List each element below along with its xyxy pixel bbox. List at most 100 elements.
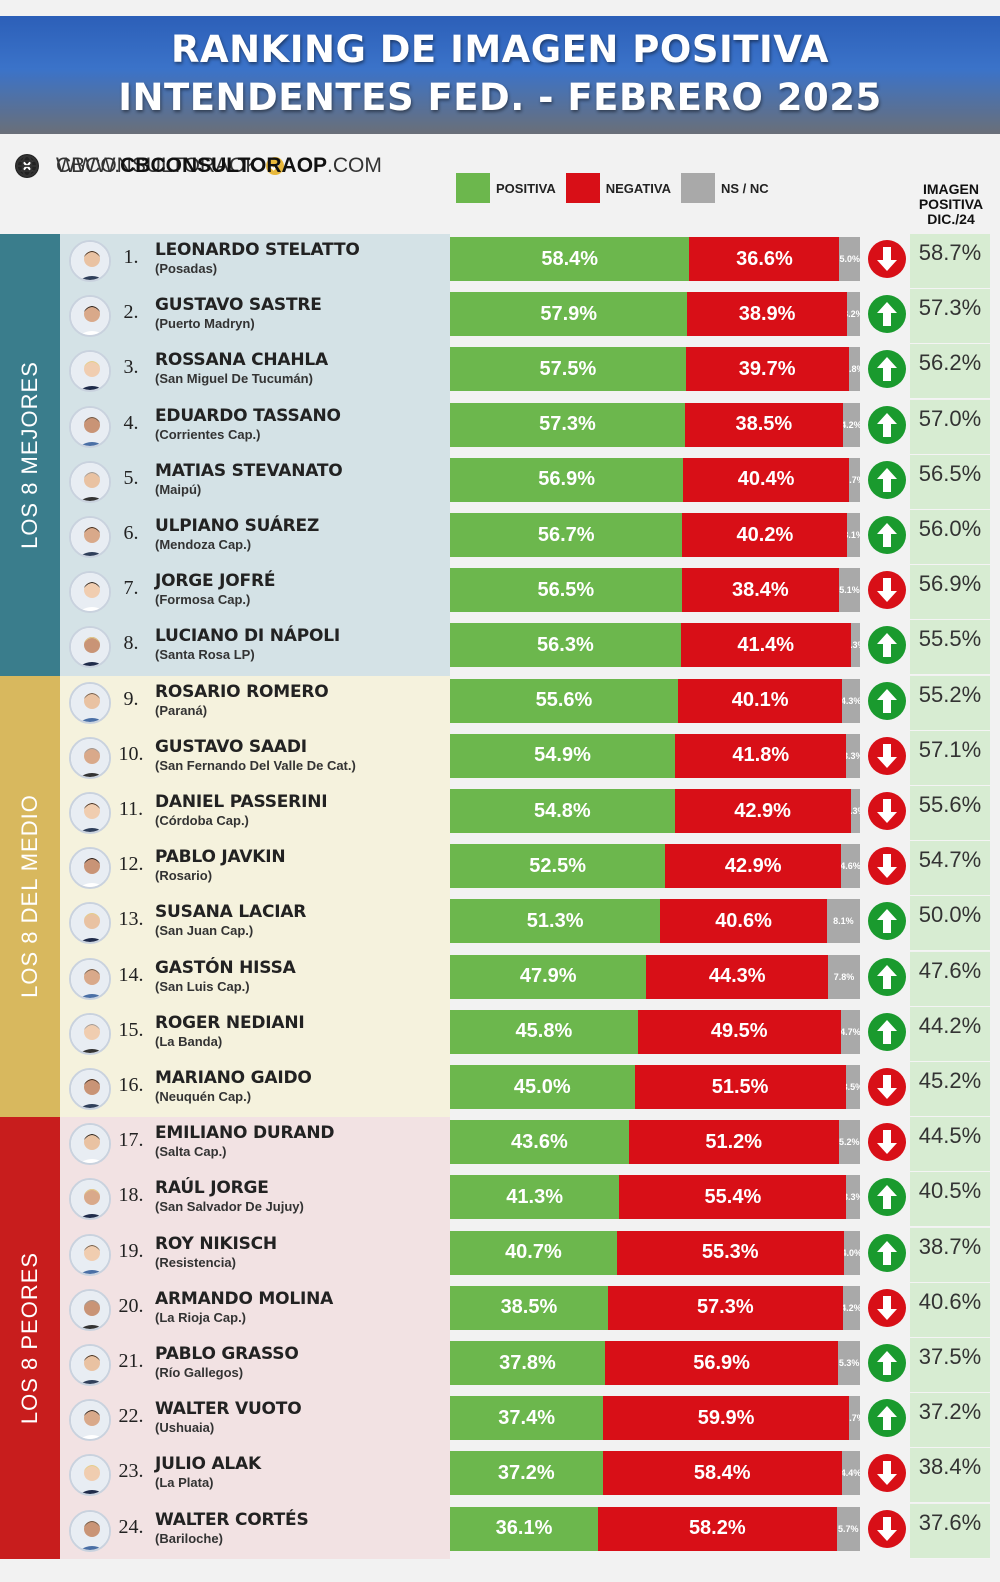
- bar-segment-positiva: 56.3%: [450, 623, 681, 668]
- mayor-city: (Rosario): [155, 868, 213, 884]
- bar-segment-positiva: 43.6%: [450, 1120, 629, 1165]
- legend-label-negativa: NEGATIVA: [605, 180, 671, 196]
- avatar: [69, 240, 111, 282]
- stacked-bar: 58.4% 36.6% 5.0%: [450, 237, 860, 281]
- bar-segment-positiva: 45.0%: [450, 1065, 635, 1109]
- table-row: 11. DANIEL PASSERINI (Córdoba Cap.) 54.8% 42…: [0, 786, 1000, 841]
- social-handle[interactable]: CBCONSULTORAOK: [56, 154, 260, 177]
- bar-segment-ns: 5.2%: [838, 1120, 860, 1165]
- bar-segment-ns: 3.5%: [845, 1065, 860, 1109]
- rank-number: 17.: [118, 1129, 144, 1152]
- bar-segment-ns: 3.3%: [846, 1175, 860, 1220]
- bar-segment-positiva: 37.2%: [450, 1451, 603, 1496]
- stacked-bar: 45.0%51.5%3.5%: [450, 1065, 860, 1109]
- mayor-name: JULIO ALAK: [155, 1454, 261, 1475]
- arrow-down-icon: [867, 736, 907, 776]
- avatar: [69, 1178, 111, 1221]
- mayor-city: (San Salvador De Jujuy): [155, 1199, 304, 1215]
- bar-segment-ns: 5.3%: [838, 1341, 860, 1385]
- mayor-name: WALTER VUOTO: [155, 1399, 302, 1420]
- stacked-bar: 56.5% 38.4% 5.1%: [450, 568, 860, 613]
- mayor-city: (Puerto Madryn): [155, 316, 255, 332]
- bar-segment-ns: 4.2%: [842, 1285, 860, 1330]
- bar-segment-negativa: 40.4%: [683, 457, 849, 502]
- stacked-bar: 57.9%38.9%3.2%: [450, 292, 860, 337]
- avatar: [69, 736, 111, 779]
- mayor-name: SUSANA LACIAR: [155, 902, 307, 923]
- arrow-up-icon: [867, 1343, 907, 1383]
- arrow-down-icon: [867, 1288, 907, 1328]
- mayor-name: WALTER CORTÉS: [155, 1509, 309, 1530]
- bar-segment-negativa: 41.4%: [680, 623, 851, 668]
- avatar: [69, 1288, 111, 1331]
- bar-segment-negativa: 38.9%: [687, 292, 847, 337]
- bar-segment-ns: 2.7%: [848, 457, 860, 502]
- stacked-bar: 52.5% 42.9% 4.6%: [450, 844, 860, 889]
- table-row: 23. JULIO ALAK (La Plata) 37.2% 58.4% 4.4% 38.…: [0, 1448, 1000, 1504]
- bar-segment-negativa: 40.1%: [677, 678, 843, 723]
- table-row: 19. ROY NIKISCH (Resistencia) 40.7% 55.3% 4.0…: [0, 1227, 1000, 1283]
- table-row: 15. ROGER NEDIANI (La Banda) 45.8% 49.5% 4.7%…: [0, 1006, 1000, 1062]
- table-row: 18. RAÚL JORGE (San Salvador De Jujuy) 41.3…: [0, 1172, 1000, 1228]
- prev-header-line-3: DIC./24: [927, 211, 975, 227]
- bar-segment-ns: 4.6%: [841, 844, 860, 889]
- mayor-city: (La Banda): [155, 1033, 223, 1049]
- website-link[interactable]: WWW.CBCONSULTORAOP.COM: [56, 154, 382, 177]
- bar-segment-negativa: 56.9%: [604, 1341, 839, 1385]
- arrow-up-icon: [867, 294, 907, 334]
- group-background: [60, 675, 450, 1118]
- previous-positive-value: 56.2%: [910, 344, 990, 400]
- table-row: 3. ROSSANA CHAHLA (San Miguel De Tucumán) 5…: [0, 344, 1000, 400]
- previous-positive-value: 40.5%: [910, 1172, 990, 1228]
- table-row: 4. EDUARDO TASSANO (Corrientes Cap.) 57.3% 3…: [0, 399, 1000, 455]
- stacked-bar: 37.2% 58.4% 4.4%: [450, 1451, 860, 1496]
- mayor-name: ROSSANA CHAHLA: [155, 350, 329, 371]
- table-row: 14. GASTÓN HISSA (San Luis Cap.) 47.9% 44.3%…: [0, 951, 1000, 1007]
- stacked-bar: 37.8% 56.9% 5.3%: [450, 1341, 860, 1385]
- table-row: 2. GUSTAVO SASTRE (Puerto Madryn) 57.9% 38.9…: [0, 289, 1000, 345]
- mayor-name: GASTÓN HISSA: [155, 957, 296, 978]
- mayor-name: JORGE JOFRÉ: [155, 571, 276, 592]
- mayor-city: (San Luis Cap.): [155, 978, 250, 994]
- previous-positive-value: 50.0%: [910, 896, 990, 952]
- table-row: 13. SUSANA LACIAR (San Juan Cap.) 51.3% 40.6…: [0, 896, 1000, 952]
- bar-segment-ns: 2.3%: [850, 789, 860, 833]
- legend-label-positiva: POSITIVA: [496, 180, 556, 196]
- mayor-city: (Resistencia): [155, 1254, 236, 1270]
- mayor-city: (Posadas): [155, 261, 218, 276]
- group-background: [60, 234, 450, 676]
- stacked-bar: 41.3%55.4%3.3%: [450, 1175, 860, 1220]
- arrow-up-icon: [867, 1398, 907, 1438]
- avatar: [69, 957, 111, 1000]
- bar-segment-ns: 4.0%: [843, 1230, 860, 1275]
- arrow-up-icon: [867, 405, 907, 445]
- group-side-label: LOS 8 PEORES: [0, 1117, 60, 1559]
- stacked-bar: 38.5%57.3%4.2%: [450, 1285, 860, 1330]
- mayor-city: (Corrientes Cap.): [155, 426, 261, 442]
- mayor-name: EMILIANO DURAND: [155, 1123, 335, 1144]
- table-row: 10. GUSTAVO SAADI (San Fernando Del Valle …: [0, 730, 1000, 786]
- bar-segment-ns: 3.3%: [846, 733, 860, 778]
- rank-number: 24.: [118, 1515, 144, 1538]
- title-banner: RANKING DE IMAGEN POSITIVA INTENDENTES F…: [0, 16, 1000, 134]
- rank-number: 14.: [118, 963, 144, 986]
- bar-segment-negativa: 39.7%: [685, 347, 849, 392]
- previous-positive-value: 37.2%: [910, 1393, 990, 1449]
- mayor-name: ULPIANO SUÁREZ: [155, 516, 320, 536]
- mayor-name: GUSTAVO SASTRE: [155, 295, 322, 316]
- bar-segment-negativa: 38.4%: [681, 568, 840, 613]
- avatar: [69, 1399, 111, 1442]
- bar-segment-positiva: 37.4%: [450, 1396, 604, 1441]
- bar-segment-ns: 2.7%: [848, 1396, 860, 1441]
- bar-segment-negativa: 49.5%: [637, 1009, 841, 1054]
- arrow-up-icon: [867, 515, 907, 555]
- globe-icon: [14, 153, 40, 179]
- bar-segment-negativa: 38.5%: [684, 402, 843, 447]
- table-row: 16. MARIANO GAIDO (Neuquén Cap.) 45.0% 51.5%…: [0, 1062, 1000, 1117]
- bar-segment-positiva: 41.3%: [450, 1175, 620, 1220]
- table-row: 5.MATIAS STEVANATO(Maipú)56.9%40.4%2.7%5…: [0, 454, 1000, 510]
- bar-segment-positiva: 36.1%: [450, 1506, 598, 1551]
- previous-positive-value: 57.3%: [910, 289, 990, 345]
- stacked-bar: 43.6% 51.2% 5.2%: [450, 1120, 860, 1165]
- mayor-city: (Bariloche): [155, 1530, 223, 1546]
